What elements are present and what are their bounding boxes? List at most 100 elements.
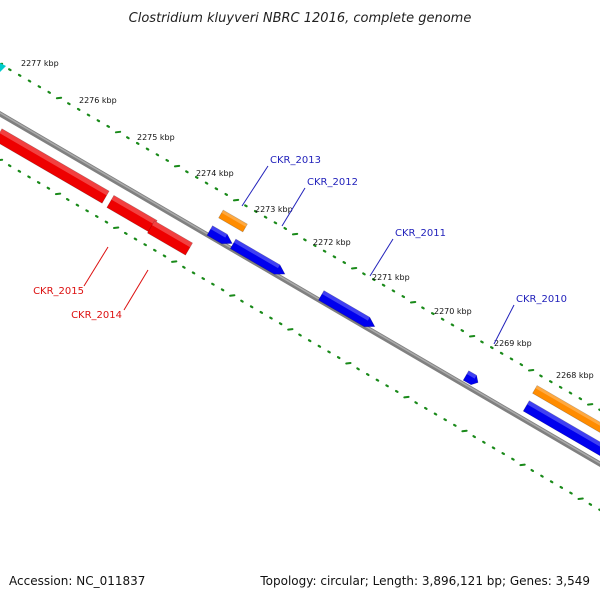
ruler-tick [244, 204, 248, 208]
ruler-tick [312, 244, 317, 248]
ruler-tick [17, 73, 22, 77]
ruler-tick-lower [530, 468, 535, 472]
ruler-tick [126, 136, 130, 140]
accession-text: Accession: NC_011837 [9, 574, 146, 588]
gene-label-CKR_2010[interactable]: CKR_2010 [516, 294, 567, 305]
ruler-tick-lower [491, 446, 496, 450]
ruler-tick [568, 391, 573, 395]
ruler-tick-lower [482, 440, 486, 444]
map-title: Clostridium kluyveri NBRC 12016, complet… [129, 11, 472, 26]
ruler-tick [558, 385, 563, 389]
ruler-tick [409, 300, 417, 304]
backbone-highlight [0, 112, 600, 464]
ruler-label-2270: 2270 kbp [434, 307, 472, 316]
ruler-tick [155, 153, 160, 157]
ruler-tick [106, 124, 110, 128]
ruler-tick-lower [94, 214, 99, 218]
ruler-tick [371, 278, 376, 282]
ruler-label-2268: 2268 kbp [556, 371, 594, 380]
gene-label-CKR_2015[interactable]: CKR_2015 [33, 286, 84, 297]
ruler-tick [450, 323, 455, 327]
ruler-tick [303, 238, 307, 242]
gene-CKR_2013 [218, 209, 248, 233]
ruler-tick-lower [220, 288, 225, 292]
ruler-tick [67, 102, 71, 106]
ruler-tick-lower [394, 389, 399, 393]
ruler-tick-lower [375, 378, 380, 382]
ruler-tick [135, 141, 140, 145]
ruler-label-2277: 2277 kbp [21, 59, 59, 68]
ruler-tick [165, 158, 170, 162]
gene-CKR_2012 [229, 238, 286, 275]
ruler-tick-lower [269, 316, 273, 320]
ruler-tick-lower [511, 457, 515, 461]
gene-label-CKR_2013[interactable]: CKR_2013 [270, 155, 321, 166]
ruler-tick [468, 335, 476, 338]
ruler-label-2274: 2274 kbp [196, 169, 234, 178]
ruler-tick-lower [317, 344, 322, 348]
ruler-tick [47, 90, 51, 94]
ruler-tick [421, 306, 425, 310]
label-leader-CKR_2015 [83, 246, 109, 287]
label-leader-CKR_2012 [281, 187, 306, 227]
ruler-tick-lower [519, 463, 526, 467]
ruler-tick-lower [403, 395, 410, 399]
backbone-line [0, 111, 600, 467]
ruler-tick-lower [327, 350, 331, 354]
ruler-tick [37, 85, 42, 89]
ruler-tick [490, 346, 494, 350]
ruler-tick-lower [124, 231, 128, 235]
ruler-tick-lower [385, 384, 389, 388]
ruler-tick [273, 221, 278, 225]
ruler-tick-lower [104, 220, 109, 224]
ruler-tick [322, 249, 327, 253]
gene-CKR_2014 [147, 220, 193, 256]
ruler-tick-lower [424, 406, 428, 410]
gene-CKR_2015 [0, 128, 110, 204]
gene-CKR_2012-left [206, 225, 233, 245]
ruler-tick [263, 215, 268, 219]
gene-label-CKR_2011[interactable]: CKR_2011 [395, 228, 446, 239]
gene-labels: CKR_2015 CKR_2014 CKR_2013 CKR_2012 CKR_2011… [33, 155, 567, 345]
ruler-tick-lower [201, 277, 206, 281]
label-leader-CKR_2011 [369, 238, 394, 277]
ruler-tick-lower [240, 299, 244, 303]
ruler-tick-lower [278, 322, 283, 326]
ruler-tick-lower [443, 418, 447, 422]
ruler-tick-lower [54, 192, 62, 196]
ruler-tick-lower [143, 243, 147, 247]
ruler-tick [332, 255, 337, 259]
ruler-tick [391, 289, 396, 293]
ruler-tick-lower [540, 474, 544, 478]
ruler-tick-lower [414, 401, 418, 405]
ruler-tick [430, 312, 435, 316]
ruler-tick [204, 181, 209, 185]
ruler-tick-lower [36, 181, 41, 185]
gene-CKR_2010 [462, 370, 479, 386]
ruler-tick-lower [336, 356, 341, 360]
ruler-tick-lower [0, 158, 4, 162]
ruler-tick [232, 198, 240, 202]
ruler-label-2276: 2276 kbp [79, 96, 117, 105]
ruler-tick [185, 170, 189, 174]
ruler-tick [480, 340, 484, 344]
ruler-tick-lower [75, 203, 80, 207]
ruler-tick [253, 209, 258, 213]
ruler-tick-lower [298, 333, 302, 337]
ruler-tick-lower [356, 367, 360, 371]
ruler-tick-lower [162, 254, 167, 258]
ruler-tick-lower [153, 248, 157, 252]
ruler-tick-lower [7, 164, 12, 168]
ruler-tick [342, 261, 347, 265]
ruler-tick-lower [433, 412, 438, 416]
ruler-tick-lower [229, 294, 236, 297]
ruler-label-2273: 2273 kbp [255, 205, 293, 214]
ruler-tick-lower [112, 226, 120, 229]
ruler-tick [509, 357, 514, 361]
gene-label-CKR_2012[interactable]: CKR_2012 [307, 177, 358, 188]
ruler-tick [587, 403, 594, 406]
gene-label-CKR_2014[interactable]: CKR_2014 [71, 310, 122, 321]
ruler-tick [8, 68, 12, 72]
ruler-tick-lower [182, 265, 186, 269]
ruler-tick [549, 380, 553, 384]
